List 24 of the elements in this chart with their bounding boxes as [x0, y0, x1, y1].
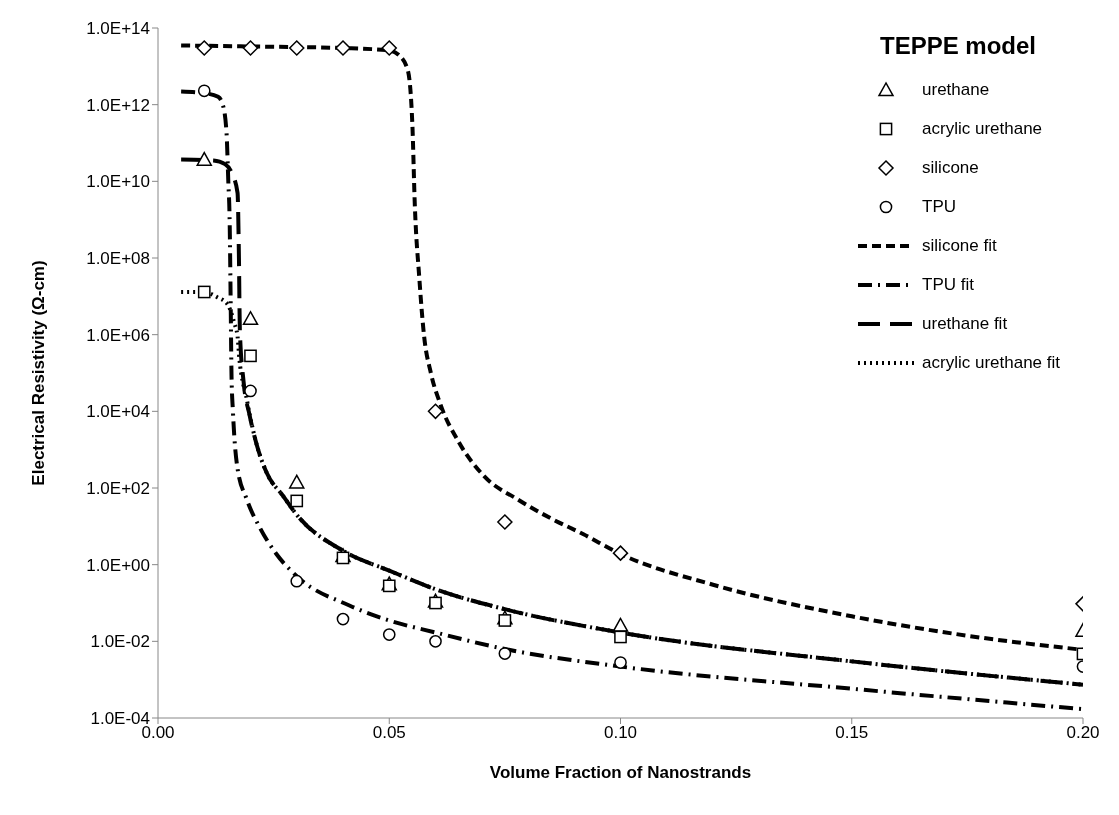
legend-label: acrylic urethane: [922, 118, 1043, 139]
legend-label: TPU fit: [922, 274, 974, 295]
legend-label: acrylic urethane fit: [922, 352, 1060, 373]
legend-label: silicone: [922, 157, 979, 178]
y-tick-label: 1.0E+04: [86, 402, 150, 422]
legend-label: TPU: [922, 196, 957, 217]
x-axis-title: Volume Fraction of Nanostrands: [489, 763, 752, 782]
y-tick-label: 1.0E+10: [86, 172, 150, 192]
legend-label: urethane fit: [922, 313, 1008, 334]
x-tick-label: 0.20: [1066, 723, 1100, 743]
legend-label: urethane: [922, 79, 990, 100]
legend-label: silicone fit: [922, 235, 997, 256]
y-tick-label: 1.0E+08: [86, 249, 150, 269]
y-tick-label: 1.0E+14: [86, 19, 150, 39]
legend-title: TEPPE model: [879, 32, 1038, 60]
y-tick-label: 1.0E+06: [86, 325, 150, 345]
y-tick-label: 1.0E+02: [86, 479, 150, 499]
y-tick-label: 1.0E-02: [90, 632, 150, 652]
x-tick-label: 0.10: [603, 723, 638, 743]
y-tick-label: 1.0E+12: [86, 95, 150, 115]
x-tick-label: 0.05: [372, 723, 406, 743]
y-tick-label: 1.0E+00: [86, 555, 150, 575]
y-axis-title: Electrical Resistivity (Ω-cm): [29, 260, 49, 486]
x-tick-label: 0.15: [835, 723, 869, 743]
